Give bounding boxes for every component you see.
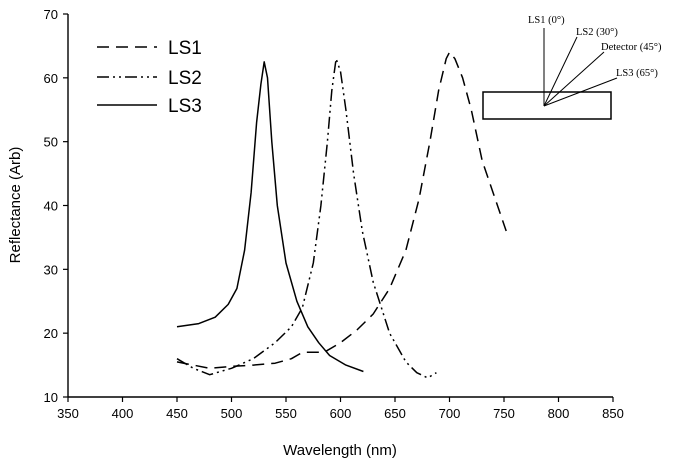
x-ticks: 350 400 450 500 550 600 650 700 750 800 850: [57, 397, 624, 421]
x-tick-label-700: 700: [439, 406, 461, 421]
x-tick-label-450: 450: [166, 406, 188, 421]
y-tick-label-70: 70: [44, 7, 58, 22]
ls3-ray: [543, 77, 618, 107]
legend-label-ls2: LS2: [168, 68, 202, 89]
x-tick-label-650: 650: [384, 406, 406, 421]
y-tick-label-40: 40: [44, 199, 58, 214]
geometry-inset: LS1 (0°) LS2 (30°) Detector (45°) LS3 (6…: [482, 15, 662, 120]
sample-rectangle: [482, 91, 612, 120]
inset-label-ls3: LS3 (65°): [616, 68, 658, 79]
y-tick-label-10: 10: [44, 390, 58, 405]
y-ticks: 10 20 30 40 50 60 70: [44, 7, 68, 405]
legend-label-ls3: LS3: [168, 96, 202, 117]
x-tick-label-400: 400: [112, 406, 134, 421]
x-tick-label-500: 500: [221, 406, 243, 421]
x-tick-label-750: 750: [493, 406, 515, 421]
y-axis-title: Reflectance (Arb): [7, 147, 24, 264]
y-tick-label-50: 50: [44, 135, 58, 150]
x-tick-label-850: 850: [602, 406, 624, 421]
x-axis-title: Wavelength (nm): [283, 442, 397, 459]
ls2-ray: [543, 36, 578, 107]
detector-ray: [543, 51, 605, 107]
legend: LS1 LS2 LS3: [97, 38, 202, 117]
x-tick-label-600: 600: [330, 406, 352, 421]
x-tick-label-800: 800: [548, 406, 570, 421]
inset-label-ls1: LS1 (0°): [528, 15, 565, 26]
inset-label-ls2: LS2 (30°): [576, 27, 618, 38]
x-tick-label-350: 350: [57, 406, 79, 421]
legend-label-ls1: LS1: [168, 38, 202, 59]
legend-item-ls3: LS3: [97, 96, 202, 117]
x-tick-label-550: 550: [275, 406, 297, 421]
y-tick-label-30: 30: [44, 262, 58, 277]
inset-label-detector: Detector (45°): [601, 42, 662, 53]
y-tick-label-60: 60: [44, 71, 58, 86]
y-tick-label-20: 20: [44, 326, 58, 341]
legend-item-ls1: LS1: [97, 38, 202, 59]
series-line-ls1: [176, 51, 507, 370]
series-group: [176, 51, 507, 379]
legend-item-ls2: LS2: [97, 68, 202, 89]
series-line-ls2: [176, 57, 437, 379]
series-line-ls3: [176, 61, 364, 373]
